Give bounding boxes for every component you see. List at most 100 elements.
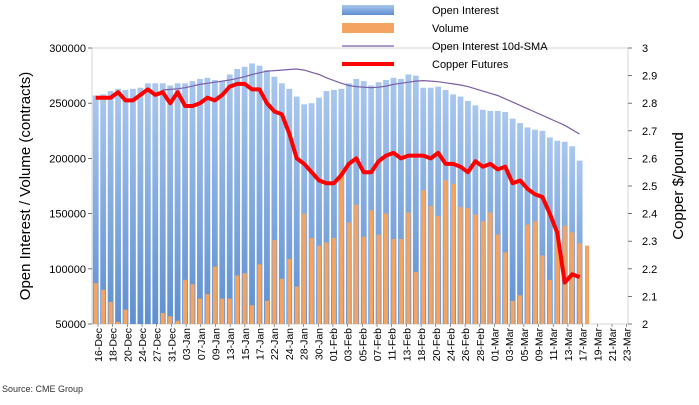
legend-label: Open Interest 10d-SMA [432, 41, 548, 53]
open-interest-bar [412, 75, 419, 324]
volume-bar [391, 238, 396, 324]
x-tick-label: 05-Mar [519, 328, 531, 362]
open-interest-bar [115, 88, 121, 325]
y2-tick-label: 3 [642, 43, 648, 55]
lines [95, 68, 581, 285]
volume-bar [376, 234, 381, 324]
volume-bar [160, 312, 165, 324]
volume-bar [473, 214, 478, 324]
open-interest-bar [331, 89, 337, 325]
y-tick-label: 50000 [55, 319, 86, 331]
volume-bar [384, 213, 389, 324]
volume-bar [354, 204, 359, 324]
y-tick-label: 250000 [49, 98, 86, 110]
volume-bar [205, 294, 210, 324]
x-tick-label: 30-Jan [313, 328, 325, 360]
x-tick-label: 27-Dec [152, 328, 164, 362]
open-interest-bar [249, 63, 255, 325]
open-interest-bar [375, 82, 382, 324]
open-interest-bar [130, 88, 136, 325]
volume-bar [93, 283, 98, 324]
volume-bar [577, 243, 582, 324]
x-tick-label: 21-Mar [607, 328, 619, 362]
x-tick-label: 26-Feb [460, 328, 472, 361]
volume-bar [369, 210, 374, 324]
x-tick-label: 07-Feb [372, 328, 384, 361]
open-interest-bar [144, 83, 151, 324]
open-interest-bar [256, 65, 263, 324]
volume-bar [116, 321, 121, 324]
open-interest-bar [204, 77, 211, 324]
open-interest-bar [211, 80, 218, 325]
volume-bar [235, 275, 240, 324]
open-interest-bar [435, 86, 442, 324]
y2-tick-label: 2.7 [642, 126, 657, 138]
x-tick-label: 11-Mar [548, 328, 560, 361]
open-interest-bar [390, 77, 397, 324]
x-tick-label: 01-Feb [328, 328, 340, 361]
open-interest-bar [293, 96, 300, 325]
y2-tick-label: 2.1 [642, 291, 657, 303]
volume-bar [547, 279, 552, 324]
open-interest-bar [509, 118, 516, 324]
legend-swatch-open-interest [342, 5, 394, 15]
volume-bar [227, 298, 232, 324]
open-interest-bar [219, 81, 226, 325]
x-tick-label: 05-Feb [357, 328, 369, 361]
x-tick-label: 24-Feb [445, 328, 457, 361]
volume-bar [197, 298, 202, 324]
axes: Open Interest / Volume (contracts) Coppe… [17, 43, 687, 362]
x-tick-label: 22-Jan [269, 328, 281, 360]
y2-tick-label: 2.5 [642, 181, 657, 193]
x-tick-label: 03-Feb [343, 328, 355, 361]
open-interest-bar [539, 130, 546, 324]
open-interest-bar [152, 83, 159, 324]
open-interest-bar [316, 97, 322, 325]
source-label: Source: CME Group [2, 384, 83, 394]
open-interest-bar [167, 85, 174, 324]
volume-bar [421, 190, 426, 324]
volume-bar [540, 255, 545, 324]
volume-bar [302, 213, 307, 324]
volume-bar [428, 205, 433, 324]
volume-bar [570, 232, 575, 324]
x-tick-label: 11-Feb [387, 328, 399, 361]
volume-bar [272, 240, 277, 324]
volume-bar [242, 273, 247, 324]
volume-bar [324, 242, 329, 324]
x-tick-label: 28-Feb [475, 328, 487, 361]
volume-bar [309, 237, 314, 324]
x-tick-label: 13-Jan [225, 328, 237, 360]
volume-bar [220, 298, 225, 324]
open-interest-bar [502, 112, 509, 324]
x-tick-label: 13-Feb [401, 328, 413, 361]
x-tick-label: 09-Jan [211, 328, 223, 360]
volume-bar [183, 279, 188, 324]
volume-bar [123, 309, 128, 324]
open-interest-bar [264, 70, 270, 324]
y2-tick-label: 2.4 [642, 209, 657, 221]
volume-bar [361, 236, 366, 324]
volume-bar [458, 206, 463, 324]
open-interest-bar [479, 109, 486, 324]
x-tick-label: 16-Dec [93, 328, 105, 362]
volume-bar [108, 301, 113, 324]
volume-bar [525, 224, 530, 324]
open-interest-bar [100, 94, 107, 324]
open-interest-bar [383, 80, 389, 325]
x-tick-label: 01-Mar [490, 328, 502, 362]
y2-tick-label: 2.3 [642, 236, 657, 248]
open-interest-bar [360, 81, 367, 325]
x-tick-label: 24-Jan [284, 328, 296, 360]
legend-swatch-volume [342, 23, 394, 33]
volume-bar [346, 222, 351, 324]
oi-sma-line [162, 68, 580, 135]
x-tick-label: 20-Feb [431, 328, 443, 361]
x-tick-label: 24-Dec [137, 328, 149, 362]
x-tick-label: 20-Dec [122, 328, 134, 362]
open-interest-bar [546, 137, 553, 324]
y-tick-label: 200000 [49, 153, 86, 165]
open-interest-bar [92, 95, 99, 324]
x-tick-label: 31-Dec [166, 328, 178, 362]
volume-bar [339, 169, 344, 324]
